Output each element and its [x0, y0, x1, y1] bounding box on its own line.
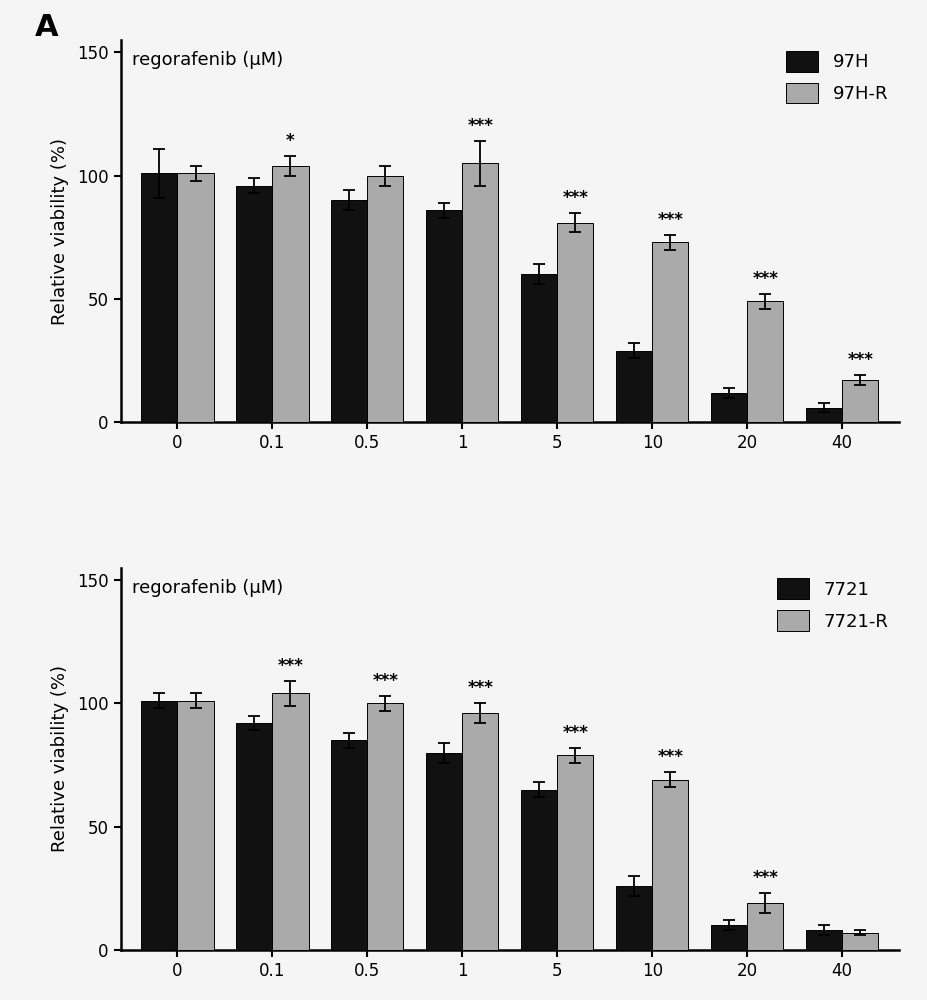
Legend: 97H, 97H-R: 97H, 97H-R — [779, 44, 895, 111]
Bar — [806, 408, 843, 422]
Bar — [236, 723, 273, 950]
Text: ***: *** — [753, 270, 779, 288]
Bar — [177, 173, 213, 422]
Bar — [273, 693, 309, 950]
Bar — [177, 701, 213, 950]
Bar — [236, 186, 273, 422]
Bar — [463, 713, 499, 950]
Text: ***: *** — [467, 117, 493, 135]
Bar — [843, 933, 878, 950]
Bar — [747, 903, 783, 950]
Text: ***: *** — [753, 869, 779, 887]
Bar — [463, 163, 499, 422]
Text: ***: *** — [373, 672, 399, 690]
Bar — [367, 703, 403, 950]
Bar — [557, 223, 593, 422]
Bar — [806, 930, 843, 950]
Text: ***: *** — [563, 189, 589, 207]
Bar — [653, 780, 689, 950]
Bar — [747, 301, 783, 422]
Text: ***: *** — [563, 724, 589, 742]
Bar — [616, 886, 653, 950]
Text: ***: *** — [277, 657, 303, 675]
Text: ***: *** — [657, 748, 683, 766]
Bar — [142, 701, 177, 950]
Text: ***: *** — [657, 211, 683, 229]
Legend: 7721, 7721-R: 7721, 7721-R — [769, 571, 895, 638]
Bar — [331, 740, 367, 950]
Bar — [653, 242, 689, 422]
Bar — [426, 753, 463, 950]
Text: A: A — [35, 13, 58, 42]
Text: ***: *** — [847, 351, 873, 369]
Bar — [331, 200, 367, 422]
Bar — [557, 755, 593, 950]
Text: ***: *** — [467, 679, 493, 697]
Bar — [843, 380, 878, 422]
Text: regorafenib (μM): regorafenib (μM) — [133, 51, 284, 69]
Y-axis label: Relative viability (%): Relative viability (%) — [51, 138, 69, 325]
Bar — [273, 166, 309, 422]
Bar — [426, 210, 463, 422]
Bar — [142, 173, 177, 422]
Bar — [367, 176, 403, 422]
Text: *: * — [286, 132, 295, 150]
Bar — [616, 351, 653, 422]
Y-axis label: Relative viability (%): Relative viability (%) — [51, 665, 69, 852]
Bar — [521, 790, 557, 950]
Text: regorafenib (μM): regorafenib (μM) — [133, 579, 284, 597]
Bar — [711, 393, 747, 422]
Bar — [521, 274, 557, 422]
Bar — [711, 925, 747, 950]
